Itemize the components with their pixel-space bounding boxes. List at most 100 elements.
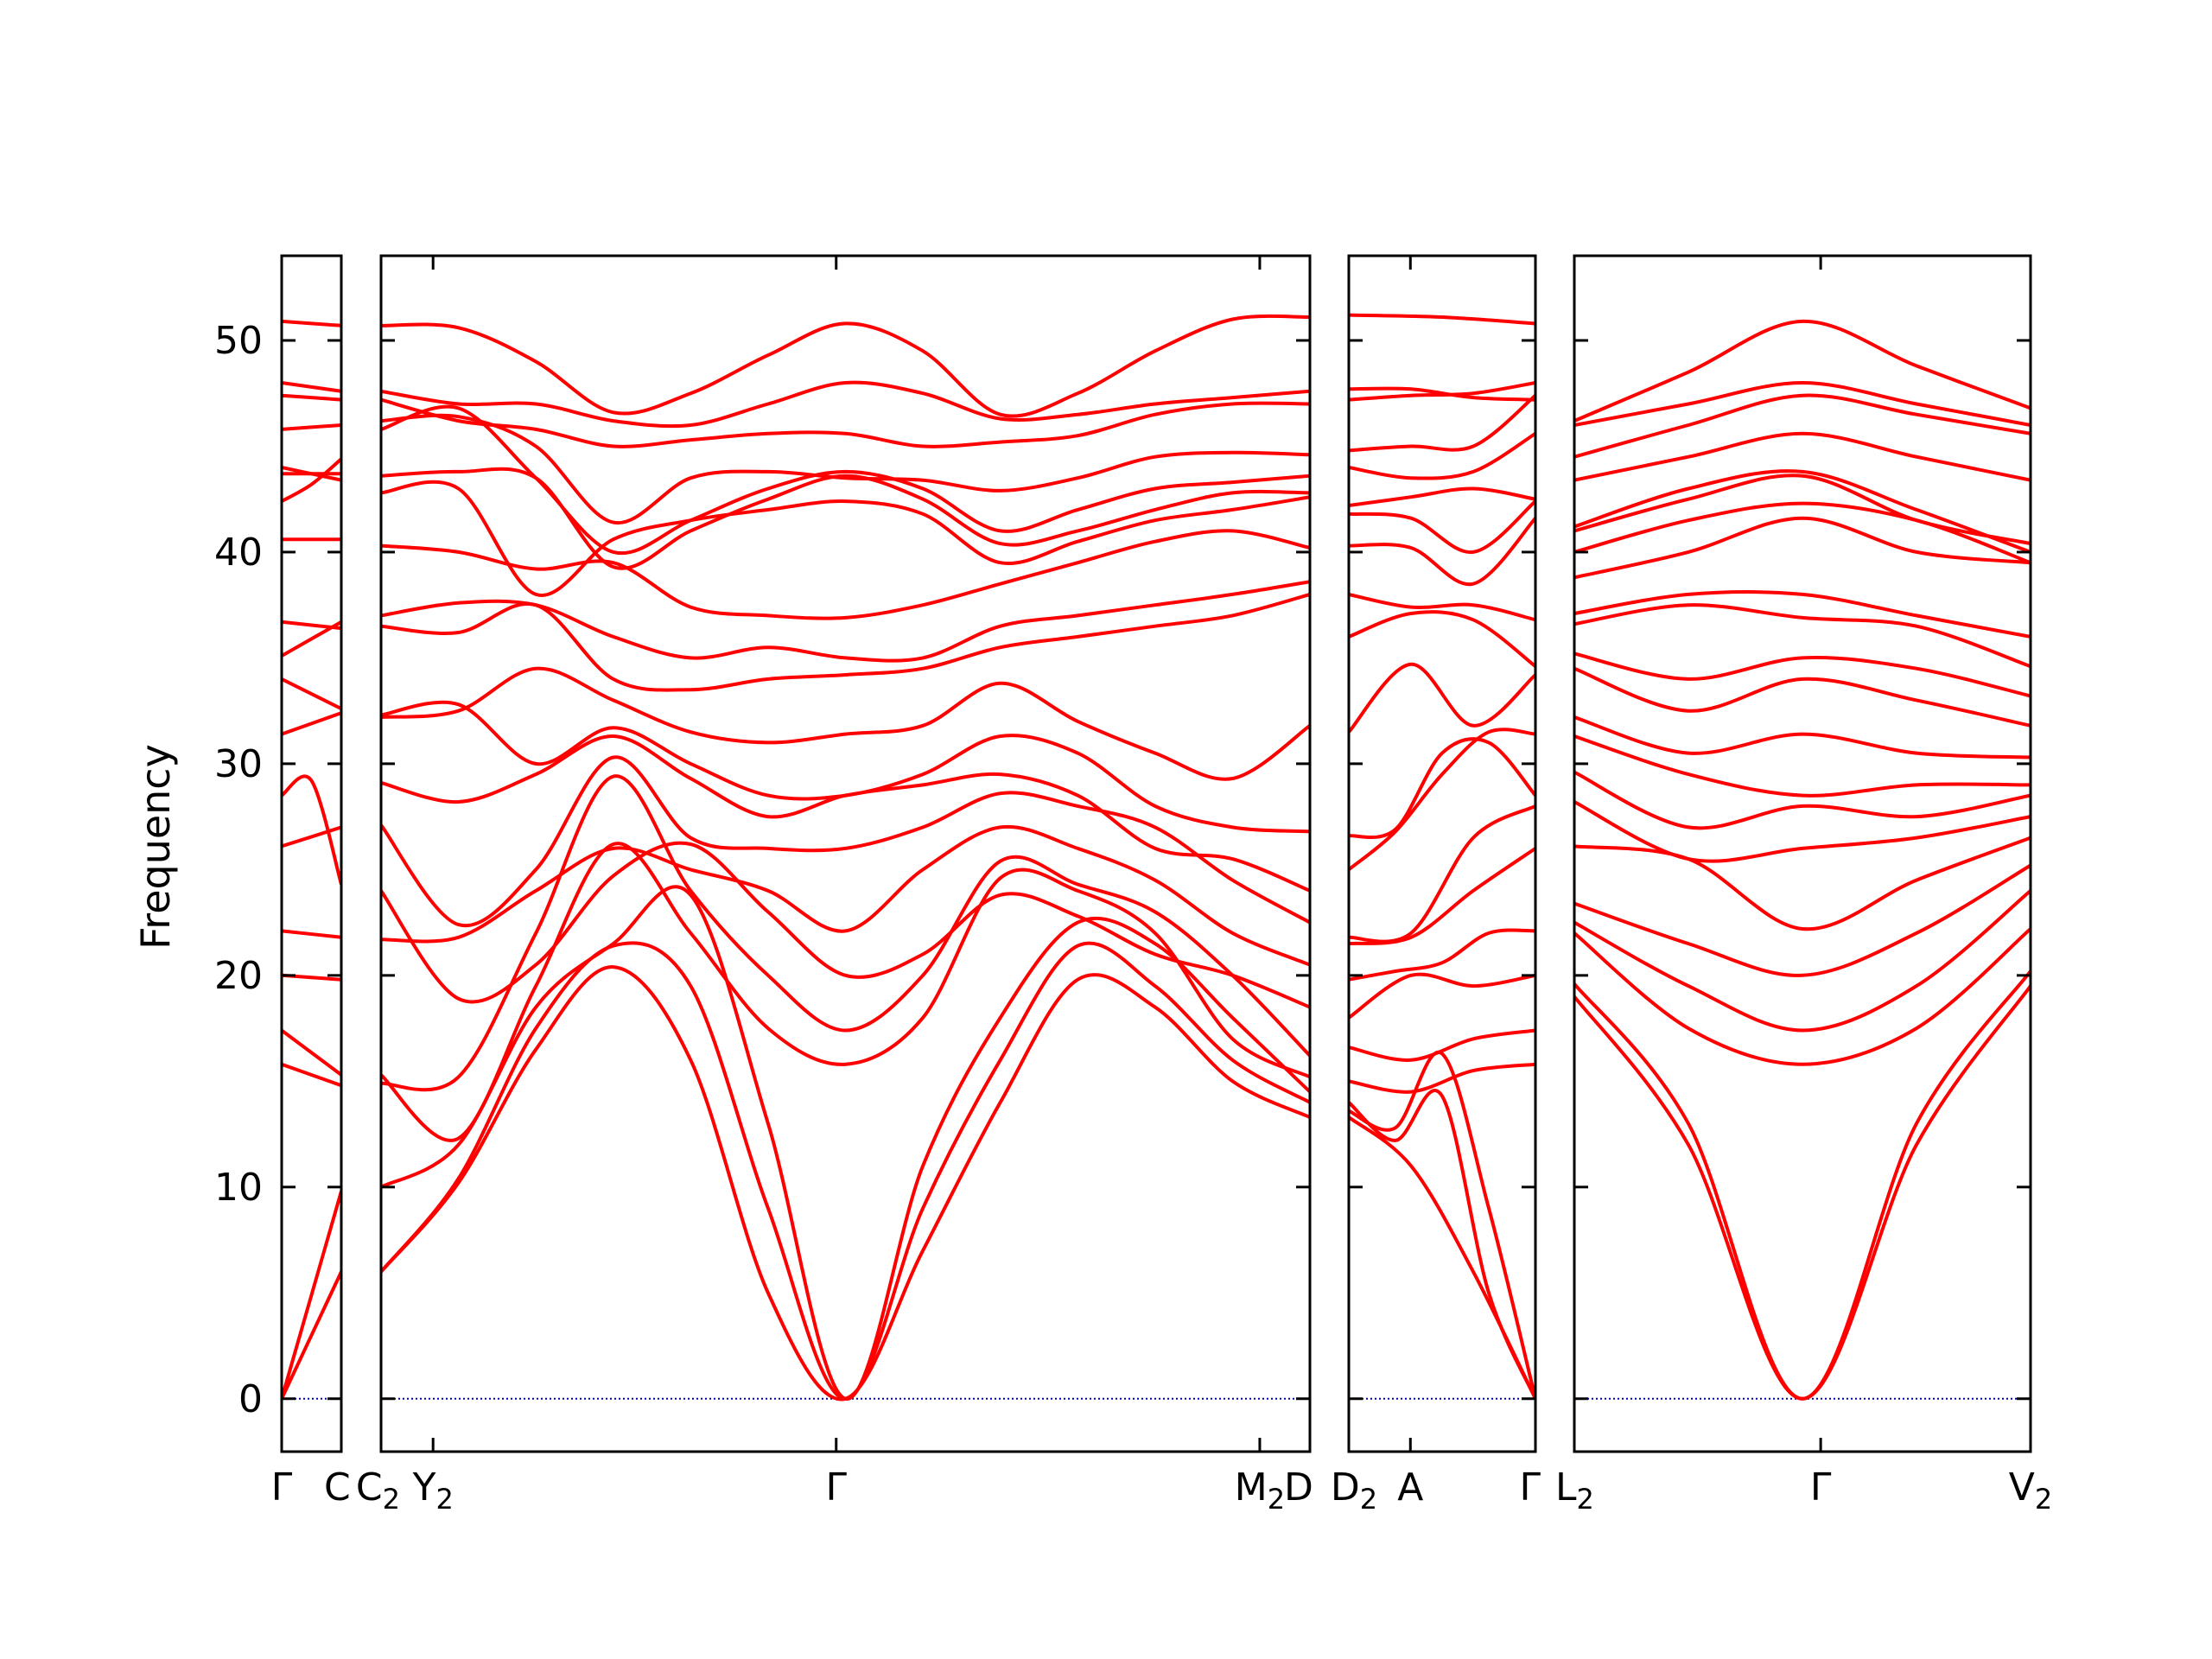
- band-line: [1349, 499, 1535, 554]
- x-tick-label: M2: [1235, 1465, 1285, 1516]
- band-line: [381, 700, 1310, 834]
- band-line: [282, 929, 341, 939]
- band-line: [1349, 610, 1535, 668]
- band-line: [282, 677, 341, 710]
- band-line: [381, 580, 1310, 663]
- x-tick-label: Γ: [271, 1465, 293, 1510]
- panel-frame: [379, 254, 1312, 1453]
- band-line: [1574, 863, 2031, 977]
- band-line: [282, 620, 341, 631]
- x-tick-label: L2: [1555, 1465, 1594, 1516]
- panel-frame: [1347, 254, 1537, 1453]
- panel-2: C2 Y2 Γ M2D: [356, 254, 1313, 1516]
- band-group: [1349, 313, 1535, 1400]
- y-tick-label: 20: [214, 954, 263, 998]
- band-line: [282, 457, 341, 503]
- band-line: [381, 885, 1310, 1401]
- band-line: [282, 393, 341, 402]
- band-line: [1574, 319, 2031, 423]
- band-line: [1349, 804, 1535, 944]
- band-line: [381, 824, 1310, 967]
- band-line: [1574, 889, 2031, 1033]
- band-line: [1574, 469, 2031, 554]
- y-tick-label: 0: [238, 1377, 263, 1421]
- x-tick-label: Γ: [1519, 1465, 1541, 1510]
- band-line: [1349, 1028, 1535, 1062]
- band-line: [1349, 386, 1535, 402]
- band-group: [381, 314, 1310, 1402]
- x-tick-label: Y2: [412, 1465, 454, 1516]
- band-line: [381, 404, 1310, 556]
- band-line: [1574, 715, 2031, 760]
- band-line: [381, 592, 1310, 692]
- band-line: [1349, 972, 1535, 1020]
- band-line: [1349, 847, 1535, 946]
- band-line: [381, 529, 1310, 620]
- band-line: [1574, 474, 2031, 546]
- band-line: [1349, 486, 1535, 507]
- band-line: [1574, 770, 2031, 830]
- band-line: [282, 1191, 341, 1400]
- x-tick-label: A: [1397, 1465, 1423, 1510]
- band-line: [381, 380, 1310, 429]
- band-group: [282, 319, 341, 1400]
- band-line: [1349, 662, 1535, 734]
- panels: Γ C C2 Y2 Γ M2D D2 A Γ L2 Γ V2: [271, 254, 2052, 1516]
- band-line: [1349, 517, 1535, 587]
- band-line: [282, 825, 341, 849]
- y-tick-label: 50: [214, 319, 263, 363]
- band-line: [381, 397, 1310, 448]
- band-line: [282, 1270, 341, 1400]
- band-line: [1574, 666, 2031, 728]
- x-tick-label: D: [1284, 1465, 1313, 1510]
- band-line: [1574, 381, 2031, 427]
- band-line: [381, 480, 1310, 597]
- band-line: [1349, 728, 1535, 871]
- x-tick-label: D2: [1331, 1465, 1377, 1516]
- band-line: [381, 774, 1310, 1092]
- band-line: [381, 965, 1310, 1402]
- panel-frame: [280, 254, 343, 1453]
- band-line: [1349, 928, 1535, 982]
- band-line: [1349, 394, 1535, 453]
- band-line: [381, 755, 1310, 928]
- y-tick-label: 30: [214, 742, 263, 786]
- band-line: [1574, 431, 2031, 482]
- band-line: [381, 413, 1310, 525]
- band-line: [381, 666, 1310, 781]
- band-line: [1574, 393, 2031, 459]
- band-line: [1349, 1089, 1535, 1400]
- band-line: [1574, 800, 2031, 863]
- x-tick-label: C: [324, 1465, 351, 1510]
- x-tick-label: Γ: [1810, 1465, 1832, 1510]
- panel-3: D2 A Γ: [1331, 254, 1541, 1516]
- band-group: [1574, 319, 2031, 1401]
- band-line: [282, 1028, 341, 1077]
- band-line: [282, 466, 341, 482]
- band-line: [1574, 734, 2031, 798]
- y-tick-label: 10: [214, 1166, 263, 1210]
- band-line: [1349, 1116, 1535, 1400]
- band-line: [1574, 603, 2031, 669]
- band-line: [1349, 432, 1535, 480]
- band-line: [282, 711, 341, 736]
- panel-frame: [1573, 254, 2032, 1453]
- band-line: [381, 841, 1310, 1009]
- band-line: [1349, 313, 1535, 326]
- band-line: [1349, 737, 1535, 840]
- band-line: [1349, 381, 1535, 402]
- band-line: [1574, 927, 2031, 1066]
- band-line: [1574, 984, 2031, 1401]
- band-line: [1349, 1050, 1535, 1400]
- band-line: [1349, 592, 1535, 622]
- band-line: [282, 319, 341, 327]
- panel-4: L2 Γ V2: [1555, 254, 2052, 1516]
- band-line: [1574, 969, 2031, 1401]
- band-line: [1574, 590, 2031, 639]
- band-line: [381, 842, 1310, 1142]
- band-line: [282, 774, 341, 886]
- band-line: [1574, 836, 2031, 931]
- y-tick-label: 40: [214, 531, 263, 575]
